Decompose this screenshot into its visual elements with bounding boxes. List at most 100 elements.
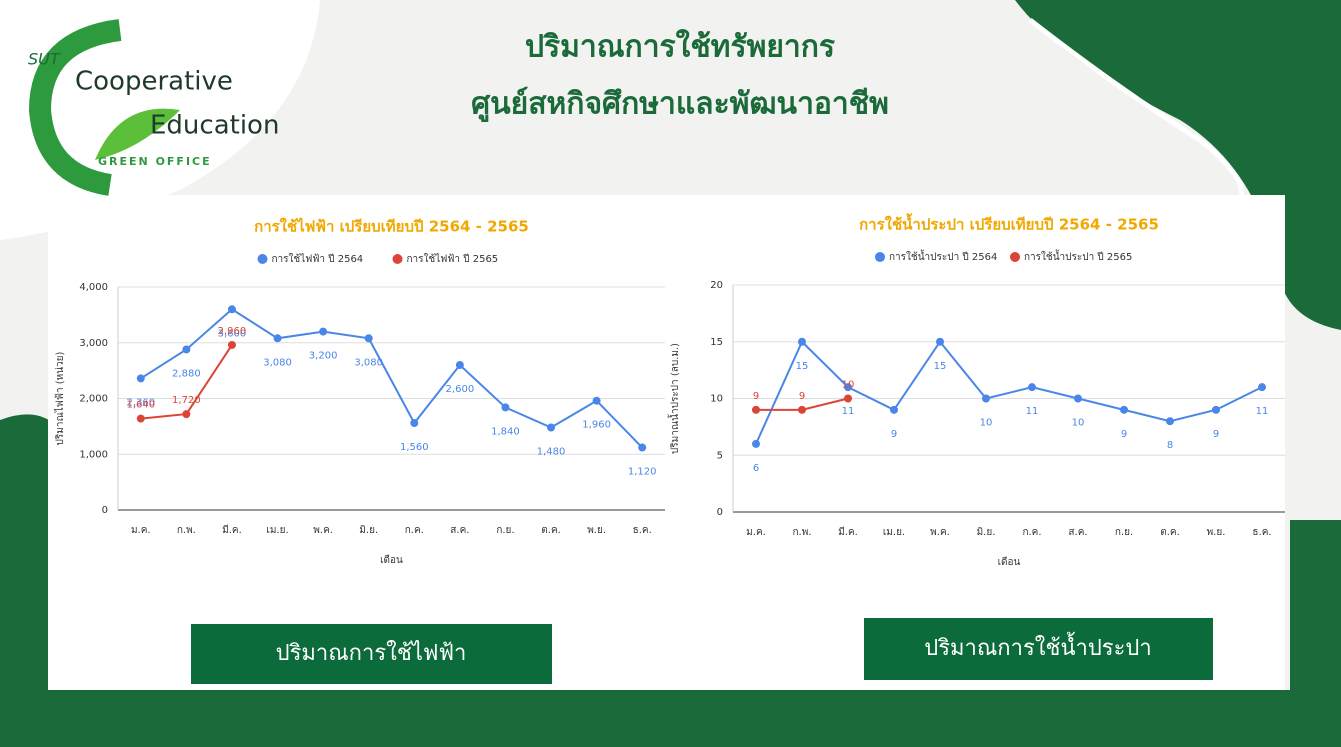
data-point xyxy=(1212,406,1220,414)
legend-swatch xyxy=(393,254,403,264)
data-label: 15 xyxy=(934,361,947,372)
data-label: 10 xyxy=(980,418,993,429)
logo-line1: Cooperative xyxy=(75,67,233,97)
data-point xyxy=(547,423,555,431)
data-point xyxy=(501,403,509,411)
data-label: 11 xyxy=(1026,406,1039,417)
data-point xyxy=(890,406,898,414)
data-label: 9 xyxy=(753,391,759,402)
data-point xyxy=(593,397,601,405)
data-point xyxy=(1166,417,1174,425)
y-tick-label: 15 xyxy=(710,337,723,348)
x-tick-label: มิ.ย. xyxy=(359,525,378,536)
data-label: 8 xyxy=(1167,440,1173,451)
data-point xyxy=(319,328,327,336)
x-tick-label: มี.ค. xyxy=(222,524,242,536)
x-tick-label: ธ.ค. xyxy=(633,525,652,536)
legend-label: การใช้น้ำประปา ปี 2564 xyxy=(889,249,997,263)
y-tick-label: 10 xyxy=(710,394,723,405)
x-tick-label: ต.ค. xyxy=(541,525,561,536)
slide-canvas: SUT Cooperative Education GREEN OFFICE ป… xyxy=(0,0,1341,747)
data-label: 6 xyxy=(753,463,759,474)
data-label: 10 xyxy=(842,380,855,391)
data-point xyxy=(1120,406,1128,414)
data-label: 1,640 xyxy=(126,400,155,411)
legend-label: การใช้ไฟฟ้า ปี 2564 xyxy=(272,253,364,265)
data-point xyxy=(752,406,760,414)
data-label: 2,880 xyxy=(172,368,201,379)
data-label: 11 xyxy=(842,406,855,417)
y-tick-label: 4,000 xyxy=(79,282,108,293)
data-label: 3,080 xyxy=(354,357,383,368)
data-point xyxy=(798,406,806,414)
logo-mark: SUT xyxy=(28,50,61,69)
data-label: 2,960 xyxy=(218,326,247,337)
y-tick-label: 2,000 xyxy=(79,394,108,405)
data-point xyxy=(456,361,464,369)
data-point xyxy=(1028,383,1036,391)
data-label: 2,600 xyxy=(446,384,475,395)
x-tick-label: ก.พ. xyxy=(177,525,196,536)
legend-label: การใช้ไฟฟ้า ปี 2565 xyxy=(407,253,499,265)
x-tick-label: ก.พ. xyxy=(792,527,811,538)
x-tick-label: เม.ย. xyxy=(883,527,905,538)
logo-line3: GREEN OFFICE xyxy=(98,155,212,168)
data-point xyxy=(936,338,944,346)
x-tick-label: พ.ค. xyxy=(930,527,950,538)
x-tick-label: เม.ย. xyxy=(266,525,288,536)
data-label: 1,480 xyxy=(537,446,566,457)
data-label: 1,720 xyxy=(172,395,201,406)
y-tick-label: 0 xyxy=(717,507,723,518)
content-panel xyxy=(48,195,1285,690)
data-label: 9 xyxy=(1213,429,1219,440)
y-tick-label: 3,000 xyxy=(79,338,108,349)
data-point xyxy=(798,338,806,346)
legend-swatch xyxy=(258,254,268,264)
chart-title: การใช้น้ำประปา เปรียบเทียบปี 2564 - 2565 xyxy=(859,213,1159,234)
y-tick-label: 0 xyxy=(102,505,108,516)
y-axis-label: ปริมาณไฟฟ้า (หน่วย) xyxy=(54,351,66,445)
data-label: 1,120 xyxy=(628,467,657,478)
slide: SUT Cooperative Education GREEN OFFICE ป… xyxy=(0,0,1341,747)
data-point xyxy=(137,374,145,382)
label-text: ปริมาณการใช้น้ำประปา xyxy=(924,632,1152,661)
x-tick-label: ก.ย. xyxy=(1115,527,1133,538)
data-label: 9 xyxy=(799,391,805,402)
data-point xyxy=(182,345,190,353)
x-tick-label: ส.ค. xyxy=(450,525,469,536)
x-tick-label: ส.ค. xyxy=(1068,527,1087,538)
data-point xyxy=(365,334,373,342)
data-label: 3,080 xyxy=(263,357,292,368)
data-point xyxy=(752,440,760,448)
x-axis-label: เดือน xyxy=(380,554,403,566)
legend-swatch xyxy=(875,252,885,262)
x-tick-label: ม.ค. xyxy=(131,525,151,536)
x-tick-label: มี.ค. xyxy=(838,526,858,538)
x-tick-label: มิ.ย. xyxy=(977,527,996,538)
data-point xyxy=(410,419,418,427)
y-tick-label: 5 xyxy=(717,450,723,461)
x-tick-label: พ.ค. xyxy=(313,525,333,536)
y-axis-label: ปริมาณน้ำประปา (ลบ.ม.) xyxy=(667,343,681,454)
page-subtitle: ศูนย์สหกิจศึกษาและพัฒนาอาชีพ xyxy=(471,87,889,123)
label-text: ปริมาณการใช้ไฟฟ้า xyxy=(276,640,467,666)
data-point xyxy=(1074,395,1082,403)
data-label: 3,200 xyxy=(309,351,338,362)
data-point xyxy=(137,415,145,423)
data-point xyxy=(274,334,282,342)
logo-line2: Education xyxy=(150,111,279,141)
data-label: 1,960 xyxy=(582,420,611,431)
data-point xyxy=(844,395,852,403)
legend-label: การใช้น้ำประปา ปี 2565 xyxy=(1024,249,1132,263)
data-point xyxy=(982,395,990,403)
legend-swatch xyxy=(1010,252,1020,262)
data-label: 1,840 xyxy=(491,426,520,437)
data-point xyxy=(228,305,236,313)
chart-title: การใช้ไฟฟ้า เปรียบเทียบปี 2564 - 2565 xyxy=(254,217,529,236)
x-tick-label: ต.ค. xyxy=(1160,527,1180,538)
data-label: 1,560 xyxy=(400,442,429,453)
data-point xyxy=(638,444,646,452)
x-tick-label: พ.ย. xyxy=(1207,527,1226,538)
data-point xyxy=(1258,383,1266,391)
y-tick-label: 1,000 xyxy=(79,449,108,460)
